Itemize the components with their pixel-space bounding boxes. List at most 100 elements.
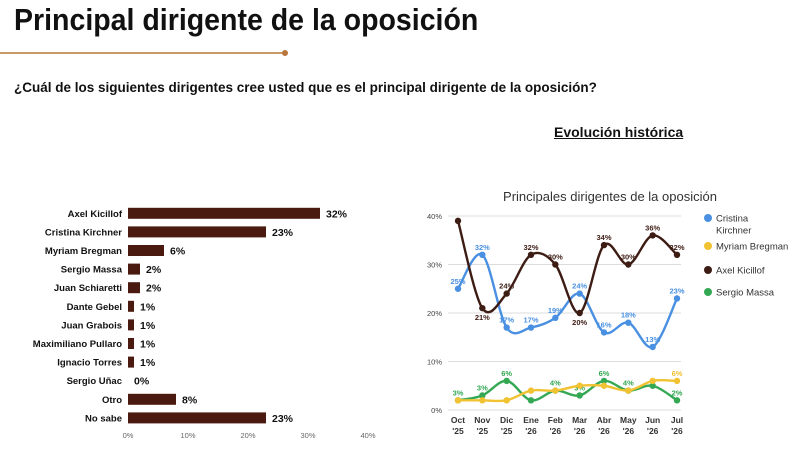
legend-label: Cristina (716, 214, 749, 225)
x-tick-year-label: '26 (671, 426, 683, 436)
series-data-label: 34% (596, 233, 611, 242)
series-point (503, 290, 510, 297)
series-point (625, 261, 632, 268)
x-tick-year-label: '25 (477, 426, 489, 436)
series-data-label: 32% (523, 243, 538, 252)
x-tick-label: 30% (300, 431, 315, 440)
x-tick-label: 0% (123, 431, 134, 440)
series-point (552, 314, 559, 322)
category-label: Sergio Massa (61, 265, 123, 276)
x-tick-label: Feb (548, 415, 563, 425)
x-tick-label: Jul (671, 415, 683, 425)
series-line (458, 378, 678, 403)
series-point (600, 377, 608, 385)
bar-chart: Axel Kicillof 32% Cristina Kirchner 23% Myri… (33, 207, 376, 440)
x-tick-year-label: '26 (574, 426, 586, 436)
y-tick-label: 30% (427, 261, 442, 270)
x-tick-year-label: '26 (647, 426, 659, 436)
x-tick-label: Ene (523, 415, 539, 425)
series-data-label: 16% (596, 320, 611, 329)
series-data-label: 25% (450, 277, 465, 286)
bar (128, 282, 140, 294)
series-data-label: 32% (669, 243, 684, 252)
series-data-label: 21% (475, 313, 490, 322)
series-data-label: 6% (501, 369, 512, 378)
bar (128, 226, 266, 238)
bar-value-label: 1% (140, 301, 156, 313)
x-tick-label: Mar (572, 415, 588, 425)
legend-marker (704, 242, 712, 250)
category-label: Myriam Bregman (45, 246, 122, 257)
series-point (576, 392, 583, 399)
series-data-label: 30% (621, 253, 636, 262)
series-data-label: 3% (477, 383, 488, 392)
series-point (552, 387, 559, 394)
category-label: No sabe (85, 413, 122, 424)
bar (128, 338, 134, 349)
series-data-label: 17% (523, 316, 538, 325)
bar-value-label: 23% (272, 413, 294, 425)
series-point (673, 295, 681, 302)
legend-marker (704, 288, 712, 296)
category-label: Juan Schiaretti (54, 283, 122, 294)
series-point (625, 387, 632, 394)
y-tick-label: 40% (427, 212, 442, 221)
x-tick-label: Oct (451, 415, 465, 425)
series-data-label: 4% (550, 379, 561, 388)
x-tick-label: Jun (645, 415, 660, 425)
series-data-label: 13% (645, 335, 660, 344)
series-point (454, 285, 462, 292)
series-point (479, 397, 486, 404)
x-tick-year-label: '25 (501, 426, 513, 436)
series-point (673, 397, 681, 404)
bar-value-label: 32% (326, 208, 348, 220)
page-title: Principal dirigente de la oposición (14, 2, 479, 37)
bar-value-label: 2% (146, 264, 162, 276)
legend-marker (704, 214, 712, 222)
survey-question: ¿Cuál de los siguientes dirigentes cree … (14, 80, 597, 95)
line-chart: Principales dirigentes de la oposición 0%… (427, 189, 788, 436)
bar-value-label: 1% (140, 357, 156, 369)
x-tick-label: 10% (180, 431, 195, 440)
series-data-label: 4% (623, 379, 634, 388)
series-point (454, 217, 462, 225)
series-point (527, 397, 535, 404)
historical-subheading: Evolución histórica (554, 124, 684, 140)
series-point (552, 261, 559, 268)
series-point (600, 382, 608, 389)
series-data-label: 24% (572, 282, 587, 291)
series-point (576, 382, 583, 389)
bar (128, 207, 320, 219)
bar-value-label: 1% (140, 339, 156, 351)
series-point (649, 377, 656, 385)
series-point (649, 382, 656, 389)
series-point (576, 309, 583, 317)
bar (128, 393, 176, 405)
category-label: Maximiliano Pullaro (33, 339, 122, 350)
bar-value-label: 0% (134, 376, 150, 388)
series-data-label: 23% (669, 286, 684, 295)
legend-marker (704, 266, 712, 274)
series-point (576, 290, 583, 297)
x-tick-label: 20% (240, 431, 255, 440)
x-tick-year-label: '26 (550, 426, 562, 436)
series-point (649, 343, 656, 351)
x-tick-year-label: '26 (525, 426, 537, 436)
category-label: Ignacio Torres (57, 358, 122, 369)
series-data-label: 2% (672, 388, 683, 397)
bar (128, 263, 140, 275)
series-data-label: 20% (572, 318, 587, 327)
x-tick-label: Abr (597, 415, 612, 425)
category-label: Axel Kicillof (68, 209, 123, 220)
bar (128, 412, 266, 424)
series-point (503, 377, 510, 385)
bar-value-label: 8% (182, 394, 198, 406)
series-point (600, 329, 608, 336)
category-label: Sergio Uñac (67, 376, 122, 387)
series-data-label: 19% (548, 306, 563, 315)
legend-label-cont: Kirchner (716, 226, 751, 237)
bar-value-label: 6% (170, 246, 186, 258)
series-point (454, 397, 462, 404)
x-tick-label: May (620, 415, 637, 425)
series-point (479, 304, 486, 312)
